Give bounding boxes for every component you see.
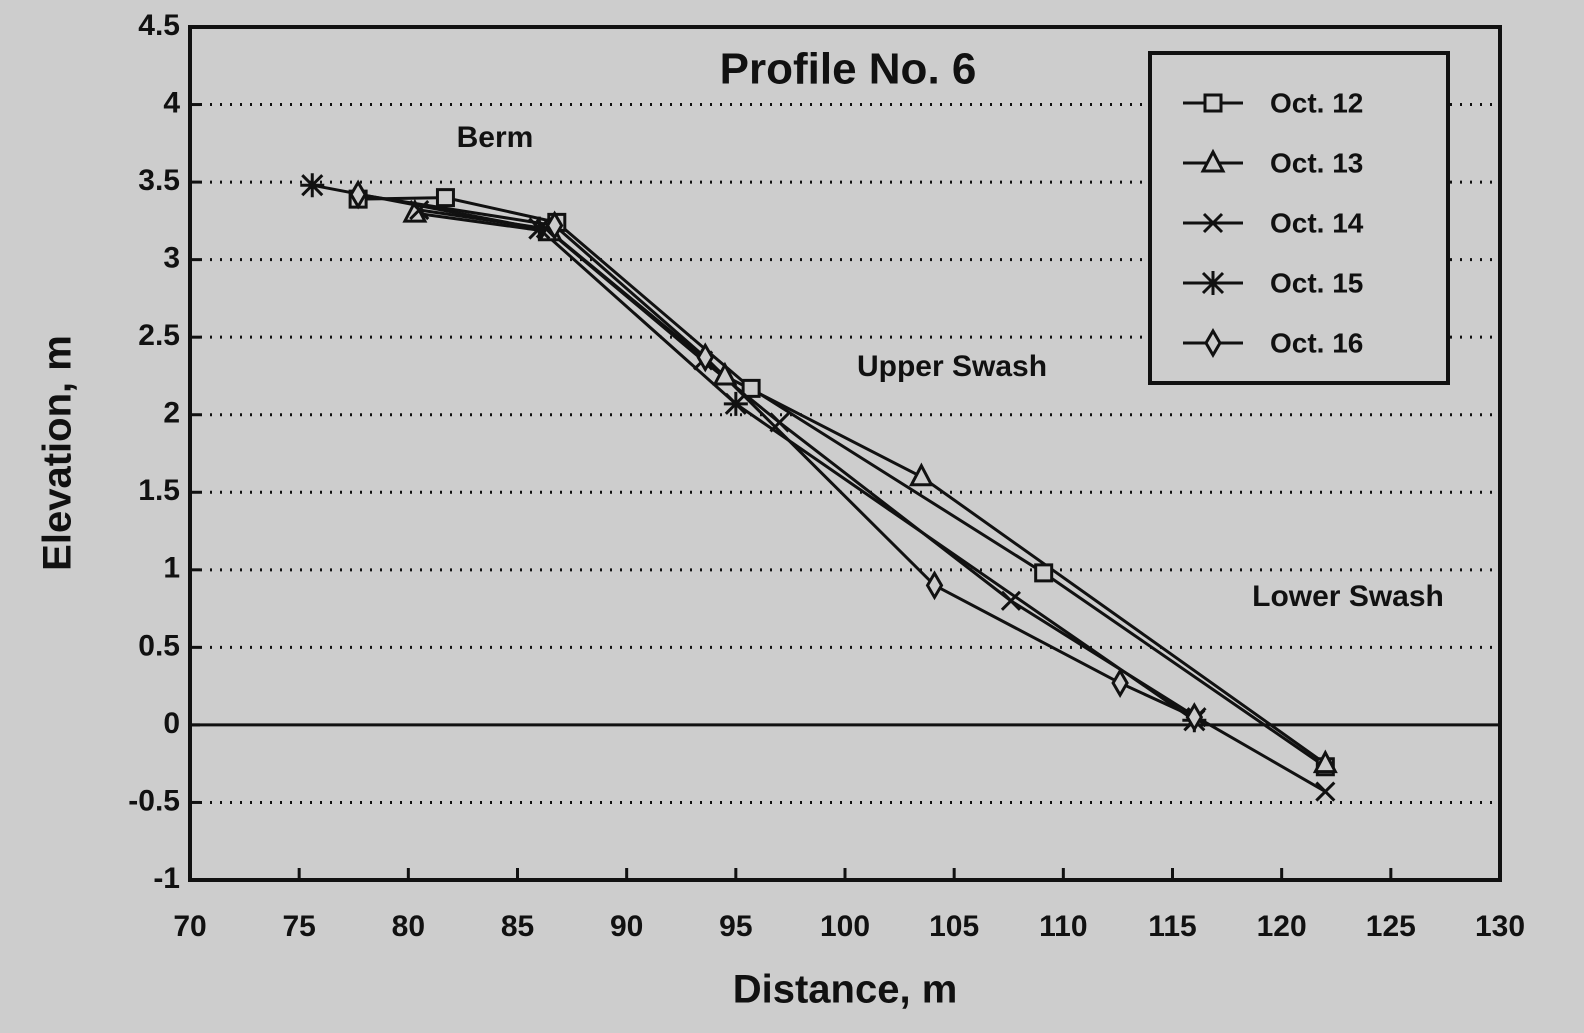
y-tick-label: 0.5 [138, 629, 180, 662]
marker [908, 462, 934, 487]
marker [1202, 212, 1224, 234]
marker [1200, 148, 1226, 173]
x-tick-label: 130 [1475, 910, 1525, 943]
x-tick-label: 115 [1148, 910, 1196, 943]
y-tick-label: -0.5 [128, 784, 180, 817]
marker [435, 188, 455, 208]
series-line [358, 196, 1327, 769]
x-tick-label: 85 [501, 910, 534, 943]
marker [300, 173, 325, 198]
marker [409, 199, 430, 221]
marker [925, 570, 944, 601]
marker [1315, 781, 1336, 802]
annotation: Upper Swash [857, 350, 1047, 383]
marker [1204, 328, 1222, 358]
x-tick-label: 75 [282, 910, 315, 943]
series-line [357, 193, 1195, 719]
y-tick-label: 4.5 [138, 9, 180, 42]
marker [712, 361, 738, 386]
y-tick-label: -1 [153, 862, 180, 895]
marker [1000, 590, 1021, 611]
marker [1034, 563, 1054, 583]
legend: Oct. 12 Oct. 13 Oct. 14 Oct. 15 Oct. 16 [1148, 51, 1450, 385]
y-tick-label: 2.5 [138, 319, 180, 352]
marker [1201, 271, 1225, 295]
legend-label: Oct. 16 [1270, 327, 1363, 358]
marker [1185, 702, 1204, 733]
y-tick-label: 2 [163, 397, 180, 430]
legend-label: Oct. 15 [1270, 267, 1363, 298]
x-tick-label: 100 [820, 910, 870, 943]
x-tick-label: 120 [1257, 910, 1307, 943]
x-tick-label: 95 [719, 910, 752, 943]
x-tick-label: 125 [1366, 910, 1416, 943]
marker [527, 216, 552, 241]
x-tick-label: 70 [173, 910, 206, 943]
x-axis-label: Distance, m [733, 968, 958, 1012]
plot-frame [188, 25, 1502, 882]
x-tick-label: 90 [610, 910, 643, 943]
y-tick-label: 3 [163, 242, 180, 275]
y-tick-label: 1.5 [138, 474, 180, 507]
legend-label: Oct. 12 [1270, 87, 1363, 118]
marker [723, 391, 748, 416]
y-tick-label: 3.5 [138, 164, 180, 197]
annotation: Berm [457, 121, 534, 154]
y-tick-label: 1 [163, 552, 180, 585]
y-axis-label: Elevation, m [36, 335, 80, 571]
legend-label: Oct. 14 [1270, 207, 1364, 238]
marker [696, 342, 715, 373]
marker [1312, 749, 1338, 774]
marker [349, 179, 367, 210]
marker [1111, 668, 1129, 699]
marker [769, 412, 790, 433]
marker [545, 210, 564, 241]
annotation: Lower Swash [1252, 580, 1444, 613]
chart-title: Profile No. 6 [720, 45, 977, 94]
series-line [311, 183, 1196, 722]
y-tick-label: 4 [163, 86, 180, 119]
x-tick-label: 80 [392, 910, 425, 943]
marker [1203, 93, 1223, 113]
y-tick-label: 0 [163, 707, 180, 740]
legend-label: Oct. 13 [1270, 147, 1363, 178]
x-tick-label: 110 [1039, 910, 1087, 943]
legend-box [1148, 51, 1450, 385]
x-tick-label: 105 [929, 910, 979, 943]
marker [741, 378, 761, 398]
